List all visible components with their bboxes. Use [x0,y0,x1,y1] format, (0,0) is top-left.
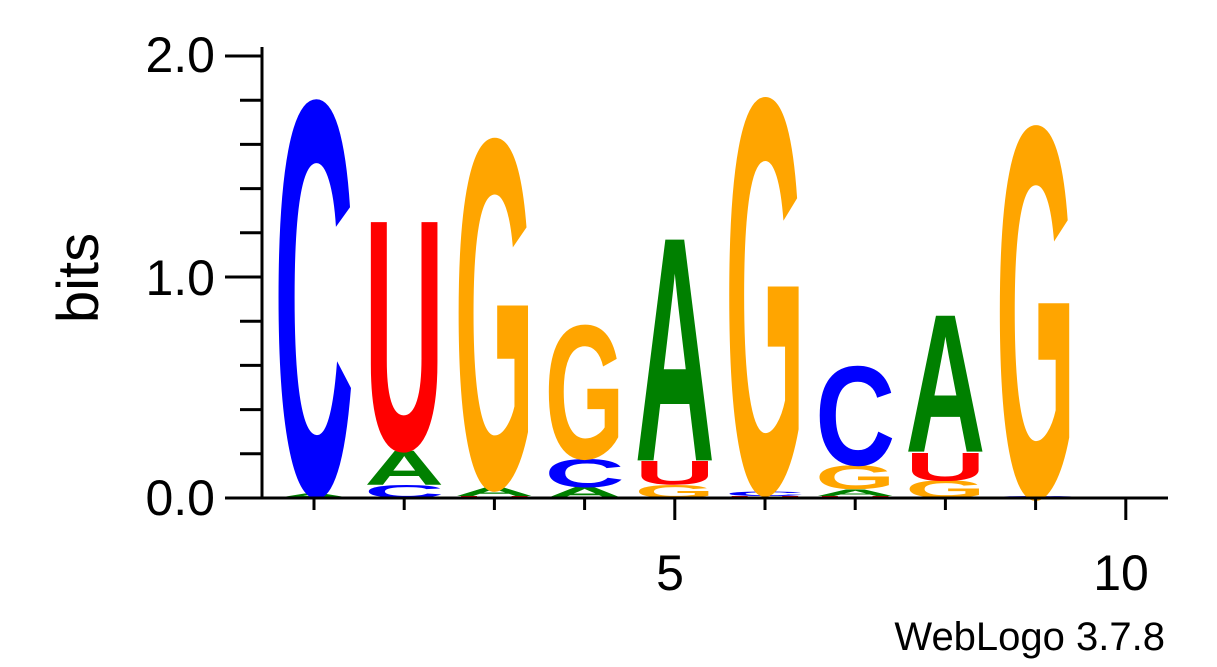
glyph-pos2-U: U [364,152,444,521]
glyph-pos9-G: G [996,17,1076,610]
logo-glyph-stacks: ACCAUUAGACGGUAUCGUAGCGUACG [274,0,1076,614]
glyph-pos8-A: A [905,273,985,494]
y-minor-ticks [225,56,262,498]
glyph-pos7-C: C [815,337,895,495]
y-tick-label-0: 0.0 [145,470,215,526]
y-tick-label-2: 2.0 [145,27,215,83]
x-tick-label-10: 10 [1093,545,1149,601]
y-tick-label-1: 1.0 [145,250,215,306]
glyph-pos4-G: G [545,285,625,499]
glyph-pos6-G: G [725,0,805,612]
glyph-pos1-C: C [274,0,354,614]
glyph-pos5-A: A [635,170,715,528]
y-axis-label: bits [46,233,111,323]
x-tick-label-5: 5 [656,545,684,601]
weblogo-version-footer: WebLogo 3.7.8 [894,615,1165,659]
